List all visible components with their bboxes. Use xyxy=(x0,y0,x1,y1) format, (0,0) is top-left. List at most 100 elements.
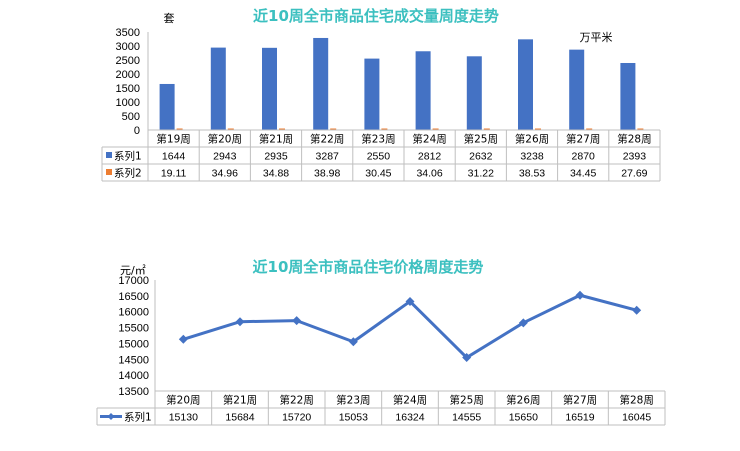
y-tick-label: 2000 xyxy=(116,69,140,81)
table-value: 15650 xyxy=(509,412,538,424)
y-tick-label: 0 xyxy=(134,125,140,137)
data-point xyxy=(462,353,472,363)
x-category-label: 第27周 xyxy=(563,394,597,407)
bar-series1 xyxy=(415,51,431,130)
table-value-series1: 2393 xyxy=(623,151,647,163)
bar-series1 xyxy=(262,47,277,130)
data-point xyxy=(235,317,245,327)
x-category-label: 第20周 xyxy=(166,394,200,407)
table-value-series2: 34.06 xyxy=(416,168,442,180)
y-tick-label: 13500 xyxy=(118,386,149,398)
table-value: 15684 xyxy=(225,412,254,424)
bar-series2 xyxy=(176,128,183,130)
legend-label-series2: 系列2 xyxy=(114,167,142,180)
data-point xyxy=(178,334,188,344)
table-value-series1: 1644 xyxy=(162,151,186,163)
legend-swatch-series2 xyxy=(106,169,112,175)
y-tick-label: 500 xyxy=(122,111,140,123)
x-category-label: 第23周 xyxy=(336,394,370,407)
table-value: 15053 xyxy=(339,412,368,424)
bar-series1 xyxy=(620,62,636,130)
x-category-label: 第20周 xyxy=(208,133,242,146)
y-tick-label: 3500 xyxy=(116,27,140,39)
table-value-series1: 3238 xyxy=(520,151,544,163)
data-point xyxy=(575,290,585,300)
y-tick-label: 14000 xyxy=(118,370,149,382)
x-category-label: 第27周 xyxy=(566,133,600,146)
table-value-series1: 2812 xyxy=(418,151,442,163)
x-category-label: 第25周 xyxy=(449,394,483,407)
x-category-label: 第19周 xyxy=(156,133,190,146)
data-point xyxy=(292,316,302,326)
x-category-label: 第28周 xyxy=(619,394,653,407)
table-value-series2: 27.69 xyxy=(621,168,647,180)
x-category-label: 第22周 xyxy=(310,133,344,146)
y-tick-label: 16000 xyxy=(118,307,149,319)
table-value-series2: 34.88 xyxy=(263,168,289,180)
data-point xyxy=(348,337,358,347)
x-category-label: 第25周 xyxy=(464,133,498,146)
table-value: 16519 xyxy=(565,412,594,424)
y-tick-label: 1000 xyxy=(116,97,140,109)
bar-series2 xyxy=(279,128,285,130)
bar-series2 xyxy=(483,128,490,130)
bar-series1 xyxy=(210,47,226,130)
x-category-label: 第22周 xyxy=(279,394,313,407)
x-category-label: 第28周 xyxy=(617,133,651,146)
bar-series2 xyxy=(535,128,541,130)
table-value-series2: 31.22 xyxy=(468,168,494,180)
bar-series2 xyxy=(637,128,644,130)
table-value-series1: 3287 xyxy=(316,151,340,163)
y-tick-label: 3000 xyxy=(116,41,140,53)
legend-label-series1: 系列1 xyxy=(114,150,142,163)
chart-title: 近10周全市商品住宅价格周度走势 xyxy=(253,258,484,276)
y-tick-label: 14500 xyxy=(118,354,149,366)
bar-series2 xyxy=(586,128,593,130)
table-value-series2: 38.53 xyxy=(519,168,545,180)
legend-swatch-series1 xyxy=(106,152,112,158)
table-value-series2: 19.11 xyxy=(161,168,187,180)
y-tick-label: 17000 xyxy=(118,275,149,287)
bar-series1 xyxy=(569,49,585,130)
y-tick-label: 1500 xyxy=(116,83,140,95)
table-value: 14555 xyxy=(452,412,481,424)
table-value-series2: 34.96 xyxy=(212,168,238,180)
x-category-label: 第21周 xyxy=(259,133,293,146)
x-category-label: 第26周 xyxy=(506,394,540,407)
bar-series1 xyxy=(364,58,380,130)
x-category-label: 第23周 xyxy=(361,133,395,146)
table-value-series1: 2935 xyxy=(264,151,288,163)
bar-series1 xyxy=(313,37,329,130)
data-point xyxy=(632,305,642,315)
bar-series2 xyxy=(330,128,337,130)
table-value-series1: 2550 xyxy=(367,151,391,163)
bar-series2 xyxy=(432,128,439,130)
chart-title: 近10周全市商品住宅成交量周度走势 xyxy=(253,7,499,25)
bar-series1 xyxy=(159,83,175,130)
y-tick-label: 15500 xyxy=(118,323,149,335)
legend-label: 系列1 xyxy=(124,411,152,424)
bar-series2 xyxy=(227,128,234,130)
table-value-series2: 34.45 xyxy=(570,168,596,180)
table-value: 15720 xyxy=(282,412,311,424)
y-tick-label: 15000 xyxy=(118,338,149,350)
table-value-series2: 38.98 xyxy=(314,168,340,180)
left-unit-label: 套 xyxy=(164,12,175,25)
table-value: 16045 xyxy=(622,412,651,424)
table-value-series1: 2632 xyxy=(469,151,493,163)
table-value: 16324 xyxy=(395,412,424,424)
legend-marker xyxy=(107,413,115,420)
data-point xyxy=(518,318,528,328)
table-value-series1: 2870 xyxy=(572,151,596,163)
right-unit-label: 万平米 xyxy=(580,31,613,44)
table-value-series1: 2943 xyxy=(213,151,237,163)
y-tick-label: 16500 xyxy=(118,291,149,303)
x-category-label: 第21周 xyxy=(223,394,257,407)
x-category-label: 第26周 xyxy=(515,133,549,146)
x-category-label: 第24周 xyxy=(412,133,446,146)
bar-series1 xyxy=(466,56,482,130)
bar-series1 xyxy=(518,39,533,130)
table-value: 15130 xyxy=(169,412,198,424)
table-value-series2: 30.45 xyxy=(365,168,391,180)
